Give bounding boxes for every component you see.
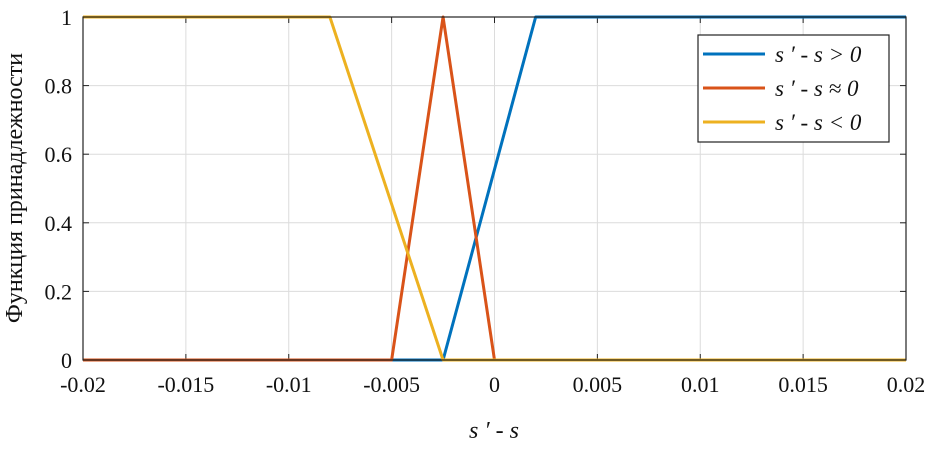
y-tick-label: 0 [61, 348, 72, 373]
x-axis-label: s ′ - s [469, 418, 519, 444]
x-tick-label: 0.01 [681, 372, 720, 397]
y-axis-label: Функция принадлежности [2, 53, 28, 323]
y-tick-label: 0.2 [45, 279, 73, 304]
x-tick-label: -0.015 [157, 372, 214, 397]
x-tick-label: -0.005 [363, 372, 420, 397]
y-tick-label: 0.8 [45, 74, 73, 99]
y-tick-label: 0.6 [45, 142, 73, 167]
legend-entry: s ′ - s < 0 [775, 110, 862, 135]
x-tick-label: -0.01 [266, 372, 312, 397]
plot-frame [82, 16, 907, 361]
y-tick-label: 1 [61, 5, 72, 30]
x-tick-label: 0.02 [887, 372, 926, 397]
legend: s ′ - s > 0 s ′ - s ≈ 0 s ′ - s < 0 [697, 34, 890, 143]
x-tick-label: 0.015 [778, 372, 828, 397]
legend-entry: s ′ - s > 0 [775, 42, 862, 67]
x-tick-label: 0.005 [573, 372, 623, 397]
legend-entry: s ′ - s ≈ 0 [775, 76, 859, 101]
x-tick-label: -0.02 [60, 372, 106, 397]
y-tick-label: 0.4 [45, 211, 73, 236]
x-tick-label: 0 [489, 372, 500, 397]
tick-labels: -0.02 -0.015 -0.01 -0.005 0 0.005 0.01 0.015 0.0… [45, 5, 926, 397]
